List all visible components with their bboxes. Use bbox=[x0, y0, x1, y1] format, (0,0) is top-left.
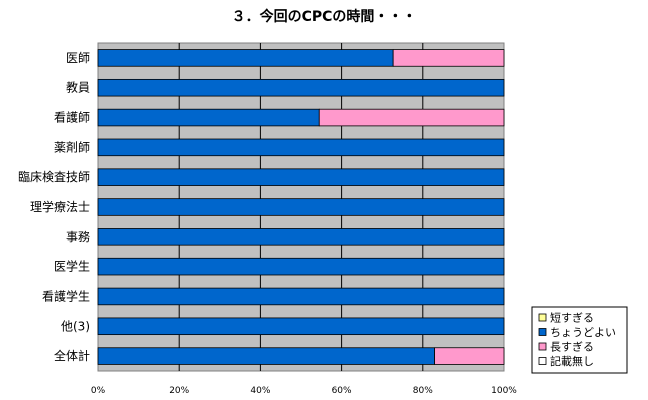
bar-segment bbox=[97, 78, 505, 97]
category-label: 医学生 bbox=[54, 259, 90, 274]
bar-segment bbox=[97, 287, 505, 306]
category-label: 看護師 bbox=[54, 110, 90, 125]
bar-segment bbox=[434, 347, 505, 365]
legend-swatch bbox=[538, 328, 547, 336]
bars bbox=[97, 49, 505, 365]
bar-segment bbox=[97, 317, 505, 336]
x-tick-label: 80% bbox=[413, 386, 433, 396]
category-label: 全体計 bbox=[54, 348, 90, 363]
category-label: 事務 bbox=[66, 230, 90, 244]
category-label: 看護学生 bbox=[42, 288, 90, 303]
legend-label: 長すぎる bbox=[550, 340, 594, 354]
x-tick-label: 20% bbox=[169, 386, 189, 396]
legend-box bbox=[531, 306, 628, 374]
legend-label: 短すぎる bbox=[550, 311, 594, 325]
bar-segment bbox=[97, 198, 505, 216]
legend-label: 記載無し bbox=[550, 354, 594, 368]
category-label: 他(3) bbox=[61, 319, 90, 333]
bar-segment bbox=[97, 108, 320, 127]
bar-segment bbox=[97, 138, 505, 157]
category-label: 臨床検査技師 bbox=[18, 170, 90, 184]
bar-segment bbox=[318, 108, 505, 127]
category-label: 医師 bbox=[66, 51, 90, 65]
x-tick-label: 100% bbox=[491, 386, 517, 396]
x-tick-label: 40% bbox=[250, 386, 270, 396]
x-tick-label: 60% bbox=[332, 386, 352, 396]
bar-segment bbox=[97, 49, 394, 67]
chart-title: ３．今回のCPCの時間・・・ bbox=[232, 8, 417, 25]
legend-swatch bbox=[538, 342, 547, 351]
category-label: 教員 bbox=[66, 80, 90, 95]
x-tick-label: 0% bbox=[91, 386, 106, 396]
legend-label: ちょうどよい bbox=[550, 326, 616, 339]
bar-segment bbox=[97, 168, 505, 186]
category-label: 薬剤師 bbox=[54, 139, 90, 154]
bar-segment bbox=[97, 257, 505, 276]
bar-segment bbox=[97, 228, 505, 246]
legend-swatch bbox=[538, 357, 547, 365]
x-tick-labels: 0% 20% 40% 60% 80% 100% bbox=[91, 386, 517, 396]
legend-swatch bbox=[538, 313, 547, 322]
bar-segment bbox=[392, 49, 505, 67]
category-label: 理学療法士 bbox=[30, 199, 90, 214]
bar-segment bbox=[97, 347, 435, 365]
